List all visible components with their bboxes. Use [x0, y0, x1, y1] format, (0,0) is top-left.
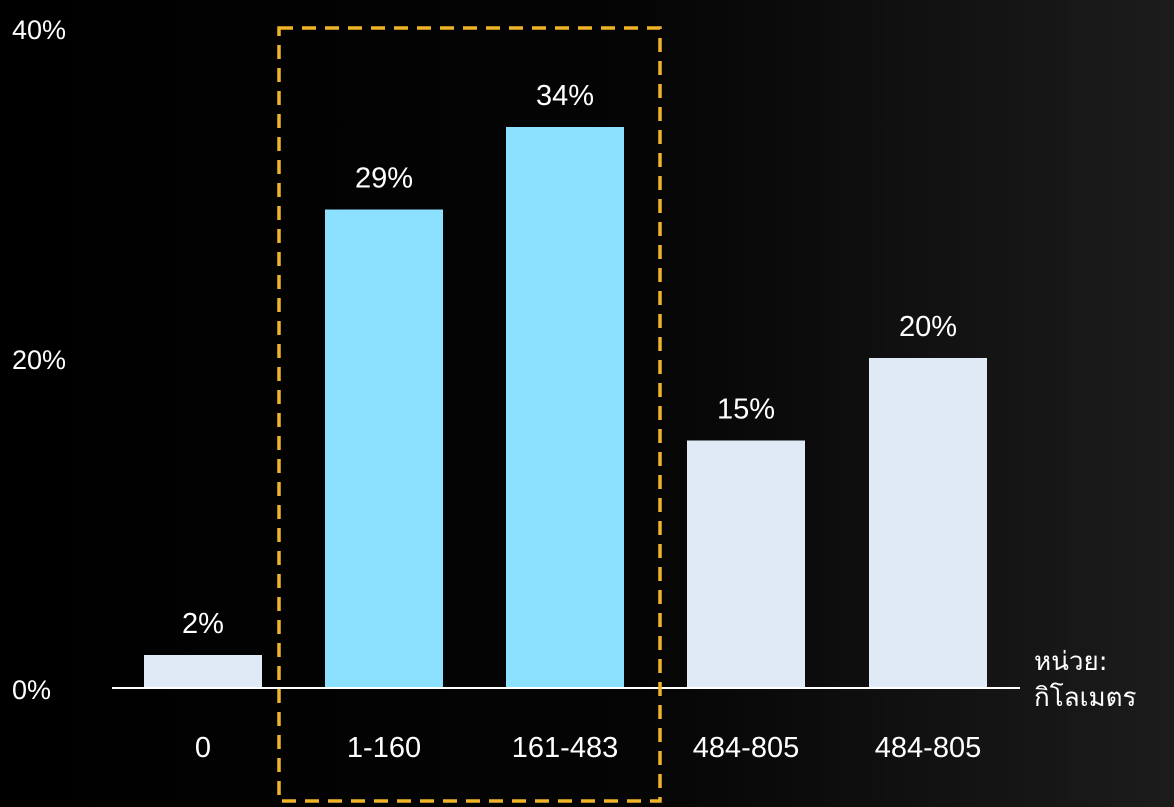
x-tick-label-1: 1-160	[347, 732, 421, 764]
x-tick-label-2: 161-483	[512, 732, 618, 764]
bar-3	[687, 440, 805, 688]
data-label-4: 20%	[899, 311, 957, 343]
bar-4	[869, 358, 987, 688]
bar-1	[325, 209, 443, 688]
y-tick-label-1: 20%	[12, 345, 66, 375]
data-label-0: 2%	[182, 608, 224, 640]
unit-label-line-1: หน่วย:	[1034, 647, 1108, 677]
bar-2	[506, 127, 624, 688]
x-tick-label-0: 0	[195, 732, 211, 764]
data-label-1: 29%	[355, 163, 413, 195]
unit-label: หน่วย: กิโลเมตร	[1034, 644, 1137, 716]
y-tick-label-0: 0%	[12, 675, 51, 705]
y-tick-label-2: 40%	[12, 15, 66, 45]
x-tick-label-3: 484-805	[693, 732, 799, 764]
data-label-3: 15%	[717, 394, 775, 426]
bar-0	[144, 655, 262, 688]
data-label-2: 34%	[536, 80, 594, 112]
unit-label-line-2: กิโลเมตร	[1034, 683, 1137, 713]
x-tick-label-4: 484-805	[875, 732, 981, 764]
highlight-box	[277, 26, 662, 803]
